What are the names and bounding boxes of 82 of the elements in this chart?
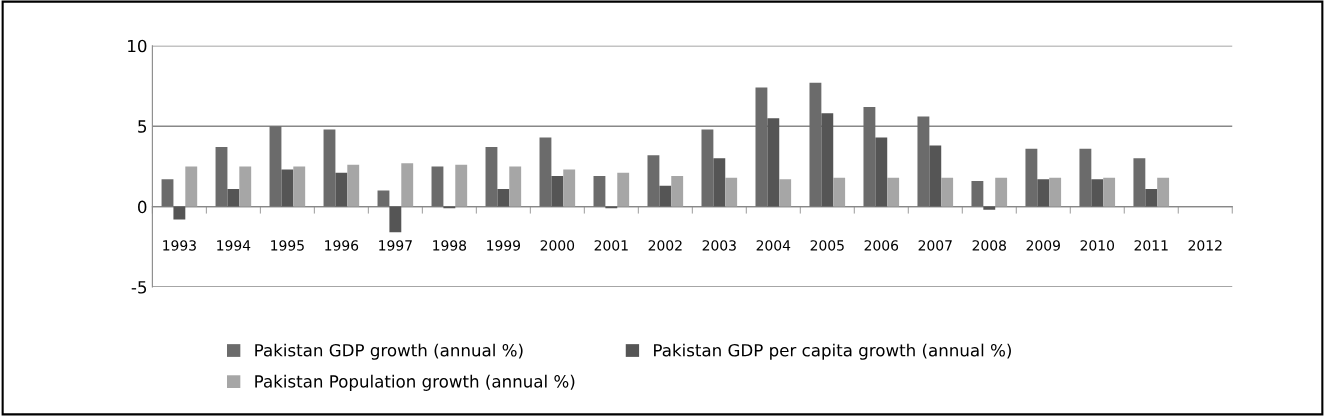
bar	[941, 177, 954, 207]
x-tick-label: 1997	[379, 240, 412, 251]
bar	[497, 188, 510, 207]
bar	[563, 169, 576, 207]
bar	[713, 158, 726, 207]
bar	[755, 87, 768, 207]
x-tick-label: 2009	[1026, 240, 1060, 251]
bar	[377, 190, 390, 207]
bar	[323, 129, 336, 207]
x-tick-label: 1995	[271, 240, 304, 251]
bar	[281, 169, 294, 207]
y-tick-label: 10	[128, 39, 147, 53]
x-tick-label: 1998	[433, 240, 467, 251]
x-tick-label: 2003	[702, 240, 736, 251]
bar	[215, 147, 228, 207]
bar	[593, 176, 606, 207]
y-tick-label: 5	[138, 120, 147, 133]
bar	[1103, 177, 1116, 207]
y-tick-label: 0	[138, 200, 147, 214]
bar	[671, 176, 684, 207]
bar	[983, 206, 996, 210]
x-tick-label: 2008	[972, 240, 1006, 251]
bar	[335, 172, 348, 207]
bar	[659, 185, 672, 207]
bar	[725, 177, 738, 207]
bar	[929, 145, 942, 207]
x-tick-label: 2012	[1188, 240, 1222, 251]
x-tick-label: 2011	[1134, 240, 1168, 251]
bar	[809, 82, 822, 207]
bar	[509, 166, 522, 207]
bar	[1145, 188, 1158, 207]
bar	[863, 106, 876, 207]
bar	[1025, 148, 1038, 207]
bar	[431, 166, 444, 207]
x-tick-label: 2010	[1080, 240, 1115, 251]
x-tick-label: 2004	[756, 240, 791, 251]
x-tick-label: 2006	[864, 240, 899, 251]
x-tick-label: 1996	[325, 240, 359, 251]
bar	[1049, 177, 1062, 207]
bar	[995, 177, 1008, 207]
bar	[875, 137, 888, 207]
bar	[821, 113, 834, 207]
bar	[833, 177, 846, 207]
x-tick-label: 2005	[810, 240, 844, 251]
bar	[269, 126, 282, 207]
legend-label: Pakistan Population growth (annual %)	[255, 374, 575, 391]
bar	[1079, 148, 1092, 207]
x-tick-label: 1993	[163, 240, 196, 251]
bar	[551, 176, 564, 207]
bar	[485, 147, 498, 207]
y-tick-label: -5	[131, 281, 147, 294]
bar	[185, 166, 198, 207]
bar	[1091, 179, 1104, 207]
x-tick-label: 2002	[648, 240, 682, 251]
bar	[767, 118, 780, 207]
bar	[617, 172, 630, 207]
bar	[647, 155, 660, 207]
bar	[389, 206, 402, 233]
bar	[971, 180, 984, 207]
x-tick-label: 2001	[594, 240, 628, 251]
bar	[1133, 158, 1146, 207]
x-tick-label: 2000	[540, 240, 575, 251]
bar	[347, 164, 360, 207]
bar	[161, 179, 174, 207]
bar	[239, 166, 252, 207]
bar	[779, 179, 792, 207]
bar	[1037, 179, 1050, 207]
legend-label: Pakistan GDP per capita growth (annual %)	[654, 343, 1011, 360]
x-tick-label: 2007	[918, 240, 952, 251]
bar	[401, 163, 414, 207]
x-tick-label: 1999	[487, 240, 521, 251]
legend-label: Pakistan GDP growth (annual %)	[255, 343, 523, 360]
bar	[293, 166, 306, 207]
bar	[539, 137, 552, 207]
bar	[173, 206, 186, 220]
bar	[917, 116, 930, 207]
bar	[227, 188, 240, 207]
x-tick-label: 1994	[217, 240, 251, 251]
bar	[701, 129, 714, 207]
bar	[1157, 177, 1170, 207]
bar	[887, 177, 900, 207]
bar	[455, 164, 468, 207]
